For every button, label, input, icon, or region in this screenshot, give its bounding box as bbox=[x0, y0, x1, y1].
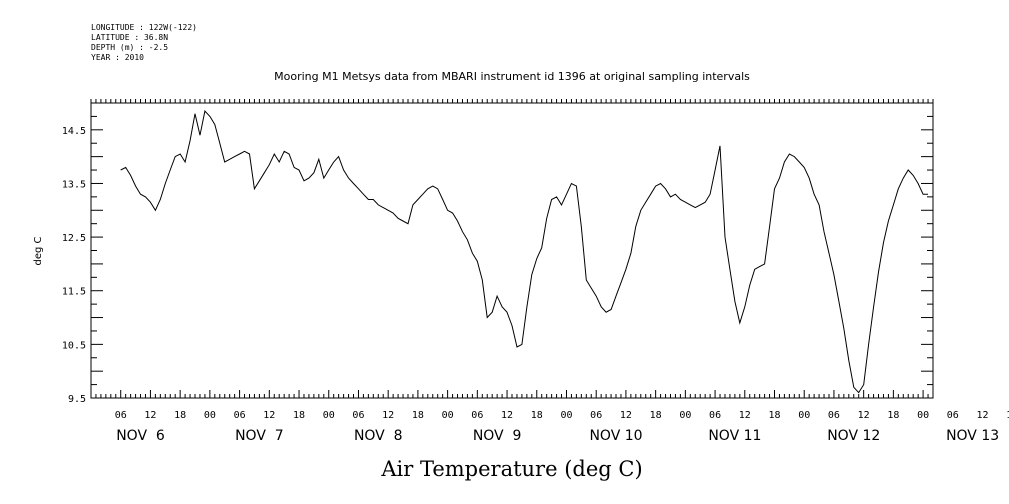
x-hour-tick-label: 06 bbox=[471, 410, 483, 421]
x-hour-tick-label: 12 bbox=[620, 410, 632, 421]
longitude-label: LONGITUDE : 122W(-122) bbox=[91, 23, 197, 32]
latitude-label: LATITUDE : 36.8N bbox=[91, 33, 168, 42]
axis-ticks bbox=[90, 99, 934, 399]
y-tick-label: 10.5 bbox=[62, 340, 86, 351]
x-hour-tick-label: 18 bbox=[650, 410, 662, 421]
x-hour-tick-label: 00 bbox=[917, 410, 929, 421]
y-tick-label: 13.5 bbox=[62, 179, 86, 190]
x-hour-tick-label: 18 bbox=[293, 410, 305, 421]
x-hour-tick-label: 18 bbox=[768, 410, 780, 421]
x-date-tick-label: NOV 7 bbox=[235, 428, 284, 444]
x-hour-tick-label: 00 bbox=[442, 410, 454, 421]
x-hour-tick-label: 12 bbox=[858, 410, 870, 421]
x-hour-tick-label: 18 bbox=[412, 410, 424, 421]
x-hour-tick-label: 00 bbox=[798, 410, 810, 421]
x-hour-tick-label: 00 bbox=[323, 410, 335, 421]
depth-label: DEPTH (m) : -2.5 bbox=[91, 43, 168, 52]
x-date-tick-labels: NOV 6 NOV 7 NOV 8 NOV 9 NOV 10 NOV 11 NOV 12 NO… bbox=[116, 428, 999, 444]
x-date-tick-label: NOV 12 bbox=[827, 428, 880, 444]
x-hour-tick-label: 12 bbox=[739, 410, 751, 421]
x-hour-tick-label: 06 bbox=[590, 410, 602, 421]
y-axis-label: deg C bbox=[33, 236, 44, 265]
x-hour-tick-labels: 06 12 18 00 06 12 18 00 06 12 18 00 06 12 18 00 06 12 18 00… bbox=[115, 410, 1009, 421]
x-hour-tick-label: 12 bbox=[501, 410, 513, 421]
x-hour-tick-label: 00 bbox=[560, 410, 572, 421]
x-date-tick-label: NOV 6 bbox=[116, 428, 165, 444]
y-tick-label: 9.5 bbox=[68, 394, 86, 405]
x-hour-tick-label: 12 bbox=[977, 410, 989, 421]
x-hour-tick-label: 06 bbox=[947, 410, 959, 421]
x-hour-tick-label: 06 bbox=[352, 410, 364, 421]
x-date-tick-label: NOV 8 bbox=[354, 428, 403, 444]
x-hour-tick-label: 06 bbox=[828, 410, 840, 421]
year-label: YEAR : 2010 bbox=[91, 53, 144, 62]
x-hour-tick-label: 12 bbox=[263, 410, 275, 421]
x-hour-tick-label: 18 bbox=[887, 410, 899, 421]
x-date-tick-label: NOV 11 bbox=[708, 428, 761, 444]
x-hour-tick-label: 06 bbox=[115, 410, 127, 421]
x-hour-tick-label: 18 bbox=[531, 410, 543, 421]
x-hour-tick-label: 00 bbox=[679, 410, 691, 421]
x-axis-label: Air Temperature (deg C) bbox=[380, 457, 642, 481]
y-tick-label: 11.5 bbox=[62, 287, 86, 298]
air-temperature-line bbox=[120, 109, 928, 394]
x-hour-tick-label: 00 bbox=[204, 410, 216, 421]
plot-frame bbox=[90, 102, 934, 399]
x-date-tick-label: NOV 9 bbox=[473, 428, 522, 444]
x-hour-tick-label: 06 bbox=[709, 410, 721, 421]
x-hour-tick-label: 12 bbox=[382, 410, 394, 421]
y-tick-label: 14.5 bbox=[62, 126, 86, 137]
x-hour-tick-label: 06 bbox=[234, 410, 246, 421]
y-tick-labels: 9.5 10.5 11.5 12.5 13.5 14.5 bbox=[62, 126, 86, 405]
x-date-tick-label: NOV 13 bbox=[946, 428, 999, 444]
x-hour-tick-label: 12 bbox=[144, 410, 156, 421]
x-date-tick-label: NOV 10 bbox=[589, 428, 642, 444]
x-hour-tick-label: 18 bbox=[1006, 410, 1009, 421]
chart-title: Mooring M1 Metsys data from MBARI instru… bbox=[274, 70, 750, 83]
y-tick-label: 12.5 bbox=[62, 233, 86, 244]
x-hour-tick-label: 18 bbox=[174, 410, 186, 421]
